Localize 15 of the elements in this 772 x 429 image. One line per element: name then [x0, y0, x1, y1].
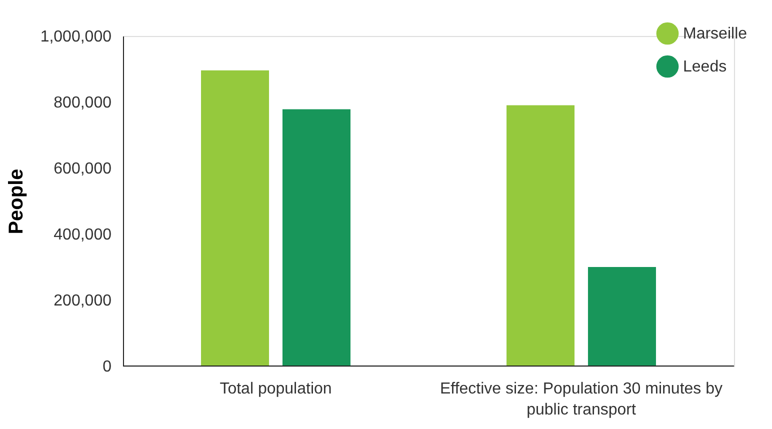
y-tick-label: 400,000 [54, 226, 112, 244]
bar [506, 105, 575, 366]
legend-label: Leeds [683, 58, 727, 76]
y-tick-label: 0 [102, 358, 112, 376]
x-tick-label: Total population [220, 380, 332, 398]
y-tick-label: 1,000,000 [40, 28, 112, 46]
bar [201, 70, 270, 366]
bar [588, 267, 656, 366]
y-tick-label: 200,000 [54, 292, 112, 310]
x-tick-label: Effective size: Population 30 minutes by public transport [440, 380, 723, 418]
legend-label: Marseille [683, 26, 748, 42]
y-tick-label: 800,000 [54, 94, 112, 112]
bar [282, 109, 350, 366]
y-axis-title: People [5, 168, 28, 234]
y-tick-label: 600,000 [54, 160, 112, 178]
